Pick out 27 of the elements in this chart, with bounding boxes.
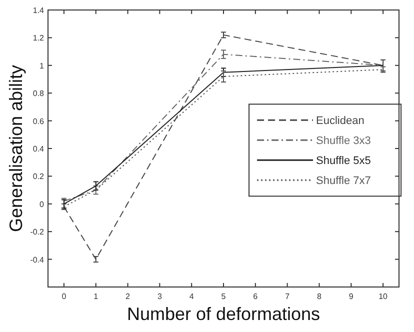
x-tick-label: 6: [253, 292, 258, 301]
y-tick-label: 1.2: [32, 34, 45, 43]
y-tick-label: 0.6: [32, 116, 45, 126]
x-tick-label: 9: [348, 292, 354, 301]
x-axis-title: Number of deformations: [126, 304, 320, 324]
y-tick-label: 1: [40, 61, 45, 70]
y-tick-label: 1.4: [32, 6, 45, 15]
y-tick-label: 0.8: [32, 89, 45, 98]
text: Shuffle 3x3: [316, 135, 371, 148]
x-tick-label: 3: [157, 292, 162, 301]
x-tick-label: 10: [378, 292, 388, 301]
y-tick-label: -0.2: [30, 228, 45, 237]
y-tick-label: 0.2: [32, 172, 45, 182]
text: Shuffle 7x7: [316, 175, 371, 188]
y-axis-title: Generalisation ability: [6, 64, 26, 232]
text: Shuffle 5x5: [316, 155, 371, 168]
y-tick-label: 0: [40, 200, 45, 209]
x-tick-label: 2: [126, 292, 131, 301]
x-tick-label: 8: [317, 292, 322, 301]
x-tick-label: 7: [285, 292, 290, 301]
x-tick-label: 1: [94, 292, 99, 301]
x-tick-label: 5: [221, 292, 226, 301]
text: Euclidean: [316, 115, 364, 128]
y-tick-label: 0.4: [32, 144, 45, 154]
y-tick-label: -0.4: [30, 255, 45, 264]
x-tick-label: 0: [62, 292, 67, 301]
x-tick-label: 4: [189, 292, 194, 301]
